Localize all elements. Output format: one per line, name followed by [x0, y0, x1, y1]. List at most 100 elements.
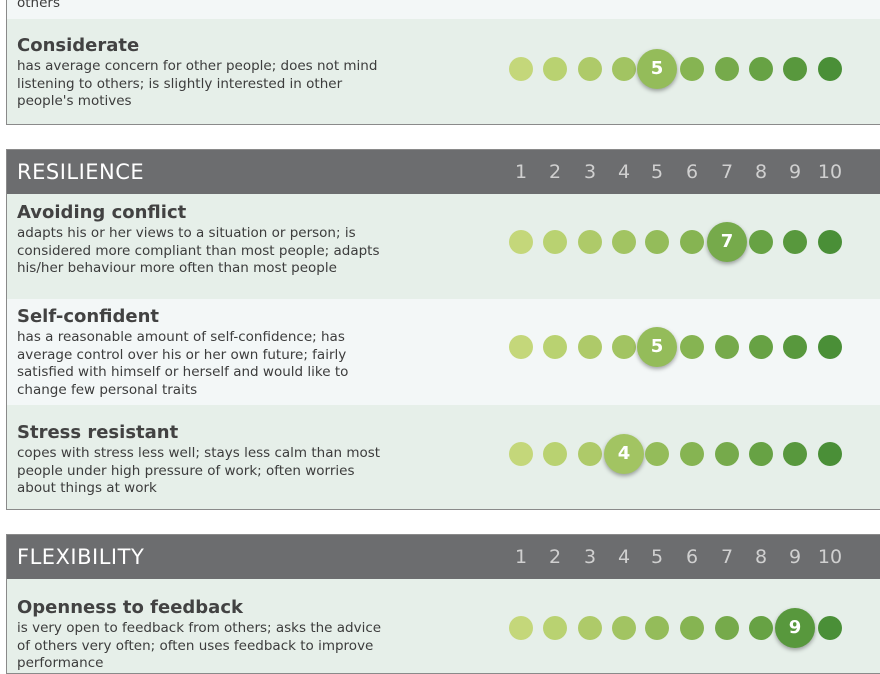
section-header: RESILIENCE 1 2 3 4 5 6 7 8 9 10 [7, 150, 880, 194]
section-continued: others Considerate has average concern f… [6, 0, 880, 125]
scale-number-10: 10 [817, 546, 843, 568]
scale-dot-2 [543, 335, 567, 359]
score-marker: 5 [637, 327, 677, 367]
scale-number-2: 2 [548, 161, 562, 183]
trait-description-fragment: others [17, 0, 60, 11]
scale-dot-9 [783, 230, 807, 254]
scale-dot-7 [715, 442, 739, 466]
scale-dot-4 [612, 616, 636, 640]
scale-dot-4 [612, 335, 636, 359]
scale-number-4: 4 [617, 546, 631, 568]
scale-number-5: 5 [650, 161, 664, 183]
scale-dot-5 [645, 442, 669, 466]
scale-dot-3 [578, 616, 602, 640]
scale-number-9: 9 [788, 546, 802, 568]
scale-dot-9 [783, 57, 807, 81]
scale-dot-3 [578, 335, 602, 359]
scale-number-10: 10 [817, 161, 843, 183]
scale-dot-4 [612, 57, 636, 81]
scale-dot-2 [543, 616, 567, 640]
scale-number-6: 6 [685, 161, 699, 183]
score-scale: 7 [507, 222, 855, 262]
trait-description: copes with stress less well; stays less … [17, 445, 381, 496]
scale-number-7: 7 [720, 546, 734, 568]
scale-dot-6 [680, 335, 704, 359]
scale-dot-6 [680, 616, 704, 640]
scale-number-3: 3 [583, 161, 597, 183]
scale-dot-10 [818, 442, 842, 466]
trait-description: has a reasonable amount of self-confiden… [17, 329, 349, 398]
scale-dot-9 [783, 442, 807, 466]
trait-name: Considerate [17, 35, 140, 56]
scale-dot-9 [783, 335, 807, 359]
score-scale: 4 [507, 434, 855, 474]
scale-dot-7 [715, 335, 739, 359]
scale-dot-1 [509, 57, 533, 81]
trait-description: has average concern for other people; do… [17, 58, 378, 109]
scale-dot-8 [749, 57, 773, 81]
scale-number-1: 1 [514, 161, 528, 183]
score-marker: 9 [775, 608, 815, 648]
scale-number-5: 5 [650, 546, 664, 568]
scale-dot-10 [818, 57, 842, 81]
trait-row-self-confident: Self-confident has a reasonable amount o… [7, 299, 880, 405]
score-scale: 5 [507, 49, 855, 89]
scale-dot-6 [680, 57, 704, 81]
scale-number-8: 8 [754, 546, 768, 568]
scale-dot-2 [543, 230, 567, 254]
trait-row-considerate: Considerate has average concern for othe… [7, 19, 880, 124]
scale-dot-4 [612, 230, 636, 254]
trait-description: is very open to feedback from others; as… [17, 620, 382, 671]
scale-dot-5 [645, 616, 669, 640]
scale-dot-10 [818, 616, 842, 640]
trait-name: Avoiding conflict [17, 202, 187, 223]
scale-dot-7 [715, 57, 739, 81]
trait-name: Stress resistant [17, 422, 179, 443]
scale-number-8: 8 [754, 161, 768, 183]
score-marker: 4 [604, 434, 644, 474]
scale-numbers: 1 2 3 4 5 6 7 8 9 10 [507, 150, 855, 194]
trait-row-stress-resistant: Stress resistant copes with stress less … [7, 405, 880, 509]
section-resilience: RESILIENCE 1 2 3 4 5 6 7 8 9 10 Avoiding conflict… [6, 149, 880, 510]
scale-dot-1 [509, 230, 533, 254]
trait-description: adapts his or her views to a situation o… [17, 225, 380, 276]
scale-number-9: 9 [788, 161, 802, 183]
trait-row-openness-to-feedback: Openness to feedback is very open to fee… [7, 579, 880, 673]
scale-number-7: 7 [720, 161, 734, 183]
score-marker: 7 [707, 222, 747, 262]
scale-dot-1 [509, 335, 533, 359]
score-marker: 5 [637, 49, 677, 89]
scale-dot-8 [749, 230, 773, 254]
scale-dot-2 [543, 57, 567, 81]
scale-dot-8 [749, 442, 773, 466]
score-scale: 9 [507, 608, 855, 648]
trait-row-prev-fragment: others [7, 0, 880, 19]
scale-number-4: 4 [617, 161, 631, 183]
scale-dot-5 [645, 230, 669, 254]
scale-number-2: 2 [548, 546, 562, 568]
scale-dot-3 [578, 230, 602, 254]
trait-name: Openness to feedback [17, 597, 243, 618]
scale-dot-3 [578, 442, 602, 466]
scale-number-6: 6 [685, 546, 699, 568]
trait-row-avoiding-conflict: Avoiding conflict adapts his or her view… [7, 194, 880, 299]
scale-dot-6 [680, 442, 704, 466]
scale-dot-1 [509, 616, 533, 640]
section-title: RESILIENCE [17, 160, 145, 184]
scale-dot-10 [818, 230, 842, 254]
section-header: FLEXIBILITY 1 2 3 4 5 6 7 8 9 10 [7, 535, 880, 579]
scale-dot-1 [509, 442, 533, 466]
scale-dot-8 [749, 616, 773, 640]
scale-dot-7 [715, 616, 739, 640]
scale-number-3: 3 [583, 546, 597, 568]
section-title: FLEXIBILITY [17, 545, 145, 569]
scale-dot-2 [543, 442, 567, 466]
section-flexibility: FLEXIBILITY 1 2 3 4 5 6 7 8 9 10 Openness to feed… [6, 534, 880, 674]
scale-dot-3 [578, 57, 602, 81]
score-scale: 5 [507, 327, 855, 367]
scale-number-1: 1 [514, 546, 528, 568]
trait-name: Self-confident [17, 306, 160, 327]
scale-dot-8 [749, 335, 773, 359]
scale-dot-10 [818, 335, 842, 359]
scale-dot-6 [680, 230, 704, 254]
